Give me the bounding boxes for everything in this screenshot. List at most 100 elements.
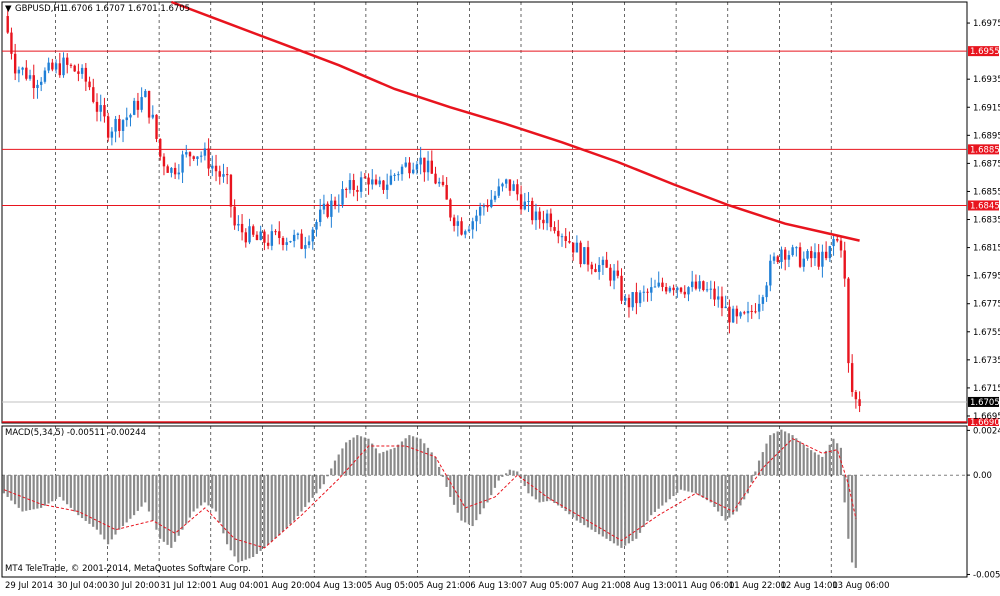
candle[interactable]	[367, 173, 370, 195]
candle[interactable]	[798, 242, 802, 269]
candle[interactable]	[765, 281, 768, 302]
candle[interactable]	[527, 192, 530, 212]
candle[interactable]	[560, 233, 564, 247]
candle[interactable]	[553, 221, 556, 234]
candle[interactable]	[54, 59, 58, 74]
candle[interactable]	[322, 194, 326, 215]
candle[interactable]	[850, 354, 854, 397]
candle[interactable]	[62, 52, 65, 78]
candle[interactable]	[121, 119, 125, 143]
candle[interactable]	[620, 268, 623, 305]
candle[interactable]	[21, 66, 24, 76]
candle[interactable]	[393, 173, 396, 182]
candle[interactable]	[326, 201, 329, 219]
candle[interactable]	[746, 301, 750, 323]
candle[interactable]	[583, 246, 586, 265]
candle[interactable]	[136, 92, 140, 118]
candle[interactable]	[397, 171, 400, 181]
candle[interactable]	[408, 157, 411, 179]
candle[interactable]	[155, 114, 158, 143]
candle[interactable]	[426, 151, 430, 181]
candle[interactable]	[508, 179, 512, 196]
candle[interactable]	[84, 62, 88, 92]
candle[interactable]	[307, 235, 311, 249]
candle[interactable]	[66, 53, 69, 74]
candle[interactable]	[676, 286, 679, 298]
candle[interactable]	[233, 199, 236, 230]
candle[interactable]	[352, 173, 355, 197]
candle[interactable]	[6, 9, 9, 34]
candle[interactable]	[694, 274, 698, 291]
candle[interactable]	[828, 245, 832, 263]
candle[interactable]	[382, 179, 385, 194]
candle[interactable]	[438, 177, 441, 187]
candle[interactable]	[750, 304, 753, 319]
candle[interactable]	[118, 114, 121, 138]
candle[interactable]	[292, 229, 296, 248]
candle[interactable]	[724, 295, 727, 309]
candle[interactable]	[564, 228, 567, 249]
candle[interactable]	[278, 221, 281, 245]
candle[interactable]	[810, 246, 813, 268]
candle[interactable]	[542, 210, 545, 230]
candle[interactable]	[452, 214, 456, 232]
candle[interactable]	[579, 240, 582, 268]
candle[interactable]	[99, 94, 102, 122]
candle[interactable]	[356, 185, 359, 202]
candle[interactable]	[214, 154, 218, 182]
candle[interactable]	[772, 252, 776, 265]
candle[interactable]	[25, 60, 28, 81]
candle[interactable]	[300, 229, 303, 250]
candle[interactable]	[728, 299, 731, 334]
candle[interactable]	[95, 93, 99, 122]
candle[interactable]	[847, 277, 850, 373]
candle[interactable]	[754, 303, 757, 314]
candle[interactable]	[162, 153, 166, 176]
candle[interactable]	[36, 79, 39, 99]
candle[interactable]	[813, 243, 817, 266]
candle[interactable]	[817, 244, 820, 270]
candle[interactable]	[40, 77, 43, 92]
candle[interactable]	[106, 112, 110, 142]
candle[interactable]	[248, 218, 251, 245]
candle[interactable]	[192, 155, 195, 162]
candle[interactable]	[832, 235, 835, 256]
candle[interactable]	[493, 191, 497, 203]
candle[interactable]	[761, 294, 765, 311]
candle[interactable]	[47, 57, 50, 74]
candle[interactable]	[839, 237, 843, 258]
candle[interactable]	[791, 244, 794, 257]
candle[interactable]	[400, 164, 404, 181]
candle[interactable]	[449, 198, 452, 222]
candle[interactable]	[237, 215, 240, 232]
candle[interactable]	[188, 151, 192, 167]
candle[interactable]	[259, 225, 262, 241]
candle[interactable]	[181, 150, 184, 184]
candle[interactable]	[735, 305, 739, 324]
candle[interactable]	[263, 229, 266, 251]
candle[interactable]	[672, 284, 675, 296]
candle[interactable]	[144, 89, 147, 98]
candle[interactable]	[836, 235, 839, 243]
candle[interactable]	[304, 236, 307, 259]
candle[interactable]	[159, 138, 162, 161]
candle[interactable]	[586, 240, 590, 272]
candle[interactable]	[691, 270, 694, 292]
candle[interactable]	[274, 229, 277, 236]
candle[interactable]	[281, 236, 285, 251]
candle[interactable]	[575, 235, 579, 253]
candle[interactable]	[73, 64, 76, 72]
candle[interactable]	[315, 219, 318, 237]
candle[interactable]	[203, 142, 207, 161]
candle[interactable]	[668, 285, 672, 294]
candle[interactable]	[445, 177, 448, 200]
candle[interactable]	[385, 173, 389, 200]
candle[interactable]	[80, 64, 84, 79]
candle[interactable]	[598, 257, 601, 280]
candle[interactable]	[151, 105, 154, 120]
candle[interactable]	[359, 171, 363, 198]
candle[interactable]	[843, 241, 846, 287]
candle[interactable]	[92, 78, 95, 104]
candle[interactable]	[653, 279, 657, 288]
candle[interactable]	[456, 215, 460, 237]
